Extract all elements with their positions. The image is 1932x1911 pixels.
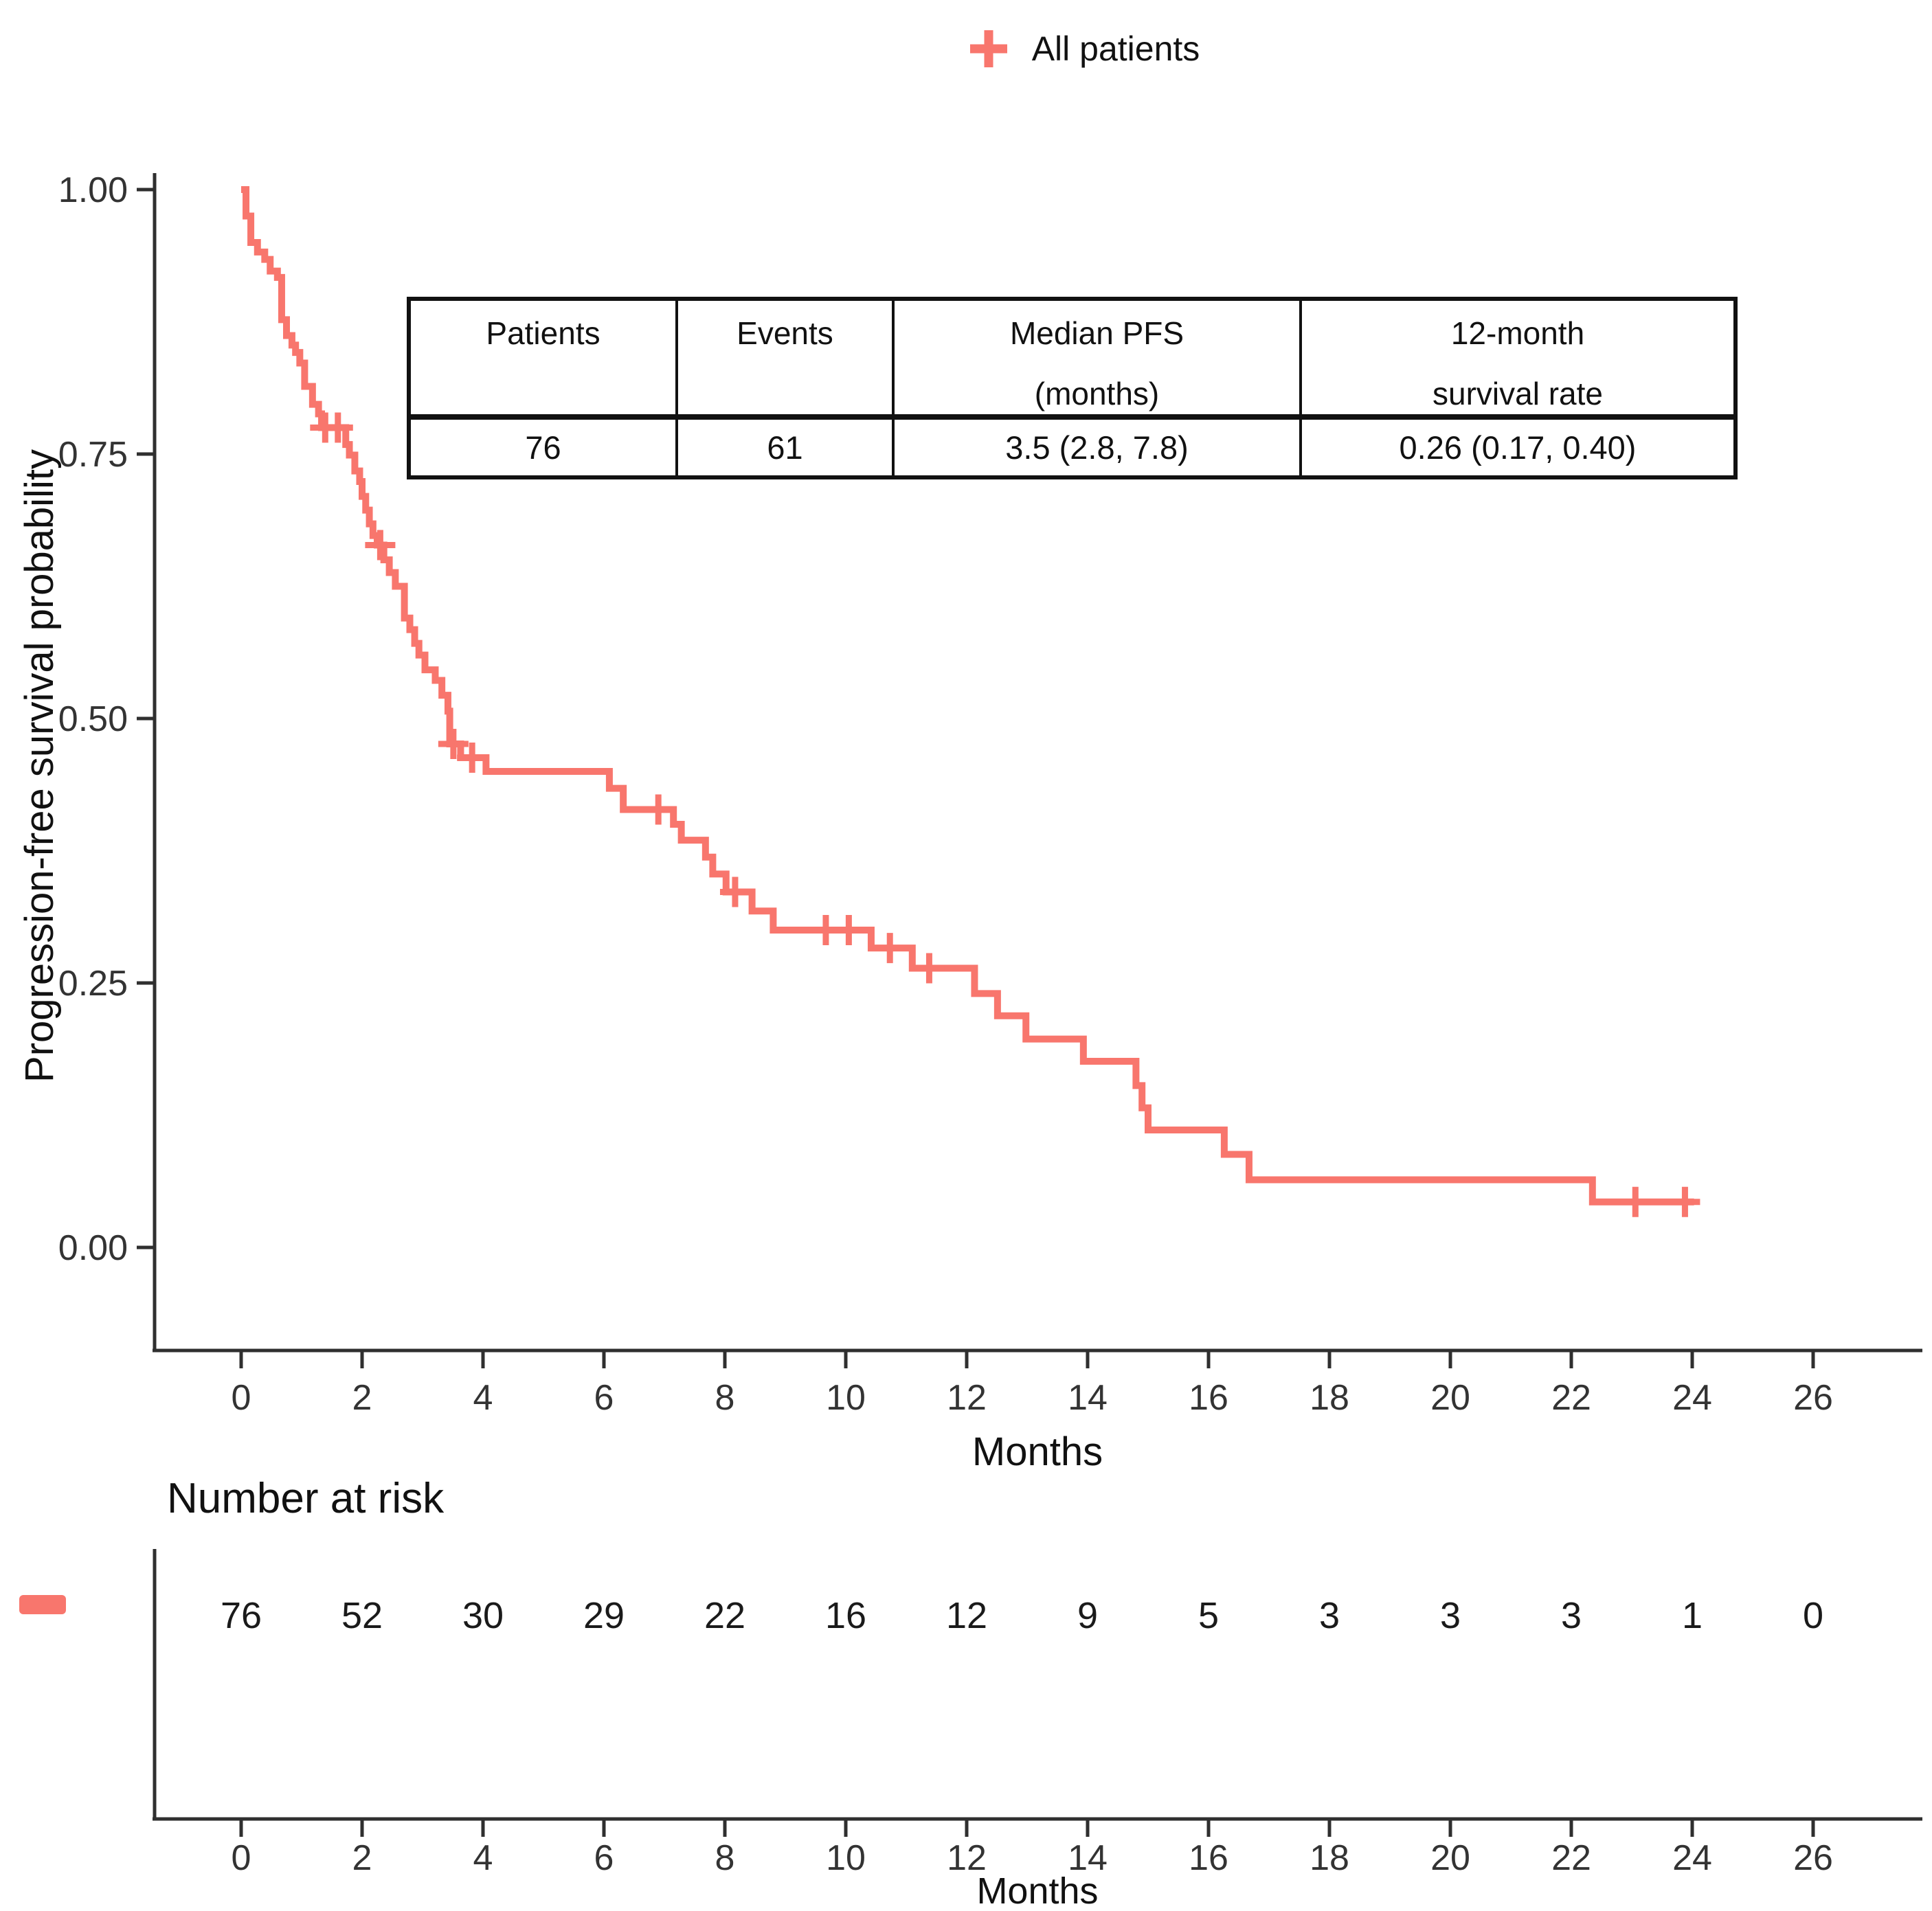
risk-count: 22 [704, 1595, 745, 1636]
y-tick-label: 0.50 [58, 699, 128, 739]
x-tick-label: 6 [594, 1378, 614, 1418]
risk-count: 52 [341, 1595, 383, 1636]
summary-table-header: Events [675, 297, 895, 420]
risk-x-tick-label: 10 [826, 1838, 866, 1878]
risk-x-tick-label: 0 [232, 1838, 251, 1878]
x-tick-label: 14 [1068, 1378, 1108, 1418]
risk-x-tick-label: 16 [1189, 1838, 1228, 1878]
summary-table-header-line: survival rate [1433, 376, 1603, 411]
risk-x-tick-label: 2 [352, 1838, 372, 1878]
y-tick-label: 0.75 [58, 435, 128, 475]
risk-x-tick-label: 14 [1068, 1838, 1108, 1878]
y-tick-label: 0.00 [58, 1228, 128, 1268]
risk-count: 3 [1440, 1595, 1461, 1636]
x-tick-label: 24 [1672, 1378, 1712, 1418]
x-tick-label: 22 [1551, 1378, 1591, 1418]
legend-label: All patients [1031, 30, 1200, 68]
risk-x-tick-label: 22 [1551, 1838, 1591, 1878]
risk-count: 9 [1077, 1595, 1098, 1636]
risk-count: 3 [1561, 1595, 1582, 1636]
risk-count: 3 [1319, 1595, 1340, 1636]
summary-table-value: 3.5 (2.8, 7.8) [892, 416, 1302, 479]
km-curve [241, 186, 1694, 1206]
risk-x-tick-label: 12 [947, 1838, 987, 1878]
summary-table-header: Patients [407, 297, 678, 420]
summary-table-header-line: (months) [1034, 376, 1160, 411]
x-tick-label: 0 [232, 1378, 251, 1418]
y-axis-title: Progression-free survival probability [17, 449, 62, 1083]
x-tick-label: 2 [352, 1378, 372, 1418]
risk-count: 30 [462, 1595, 504, 1636]
risk-count: 5 [1198, 1595, 1219, 1636]
x-tick-label: 18 [1310, 1378, 1349, 1418]
summary-table-value: 76 [407, 416, 678, 479]
x-tick-label: 8 [715, 1378, 735, 1418]
summary-table-value-row: 76 61 3.5 (2.8, 7.8) 0.26 (0.17, 0.40) [407, 416, 1737, 479]
summary-table-header-line: 12-month [1450, 315, 1585, 351]
x-axis-title-risk: Months [976, 1870, 1099, 1911]
x-tick-label: 26 [1793, 1378, 1833, 1418]
risk-x-tick-label: 18 [1310, 1838, 1349, 1878]
x-tick-label: 4 [473, 1378, 493, 1418]
summary-table-header-line: Patients [486, 315, 600, 351]
number-at-risk-title: Number at risk [167, 1475, 445, 1522]
summary-table-value: 0.26 (0.17, 0.40) [1299, 416, 1737, 479]
legend: All patients [117, 26, 1932, 71]
risk-count: 12 [946, 1595, 987, 1636]
risk-x-tick-label: 8 [715, 1838, 735, 1878]
risk-x-tick-label: 24 [1672, 1838, 1712, 1878]
x-tick-label: 16 [1189, 1378, 1228, 1418]
risk-count: 0 [1803, 1595, 1823, 1636]
risk-x-tick-label: 20 [1430, 1838, 1470, 1878]
y-tick-label: 0.25 [58, 964, 128, 1004]
summary-table-header: 12-month survival rate [1299, 297, 1737, 420]
summary-table-header-line: Median PFS [1009, 315, 1184, 351]
risk-count: 29 [583, 1595, 625, 1636]
y-tick-label: 1.00 [58, 170, 128, 210]
summary-table-header-row: Patients Events Median PFS (months) 12-month… [407, 297, 1737, 420]
summary-table-value: 61 [675, 416, 895, 479]
risk-x-tick-label: 26 [1793, 1838, 1833, 1878]
risk-count: 76 [221, 1595, 262, 1636]
risk-count: 1 [1682, 1595, 1703, 1636]
risk-x-tick-label: 6 [594, 1838, 614, 1878]
plus-censor-icon [969, 30, 1007, 67]
x-tick-label: 10 [826, 1378, 866, 1418]
summary-table-header-line: Events [737, 315, 833, 351]
summary-table: Patients Events Median PFS (months) 12-month… [407, 297, 1738, 479]
x-tick-label: 12 [947, 1378, 987, 1418]
risk-x-tick-label: 4 [473, 1838, 493, 1878]
risk-strata-dash [19, 1595, 66, 1614]
x-axis-title-main: Months [971, 1429, 1103, 1474]
summary-table-header: Median PFS (months) [892, 297, 1302, 420]
risk-count: 16 [825, 1595, 866, 1636]
x-tick-label: 20 [1430, 1378, 1470, 1418]
